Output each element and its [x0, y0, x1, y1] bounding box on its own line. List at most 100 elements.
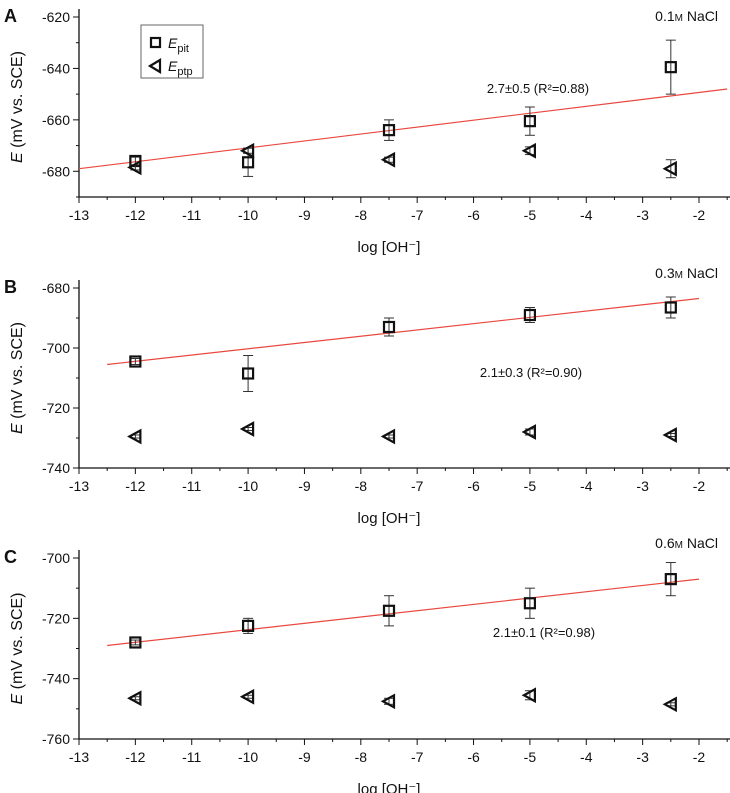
- legend-label: Epit: [168, 35, 189, 55]
- x-tick-label: -6: [467, 749, 480, 765]
- panel-b: -13 -12 -11 -10 -9 -8 -7 -6 -5 -4 -3 -2 -740 -720 -700…: [4, 265, 730, 527]
- x-tick-label: -8: [355, 478, 368, 494]
- x-tick-label: -2: [693, 749, 706, 765]
- condition-conc: 0.6: [655, 535, 675, 551]
- data-point-square: [664, 301, 677, 314]
- x-tick-label: -13: [69, 478, 89, 494]
- data-point-triangle: [662, 160, 677, 177]
- fit-label: 2.7±0.5 (R²=0.88): [487, 81, 589, 96]
- data-point-square: [664, 61, 677, 74]
- data-point-square: [129, 355, 142, 368]
- legend-label-symbol: E: [168, 58, 178, 74]
- panel-label: C: [4, 547, 17, 567]
- data-point-triangle: [239, 142, 255, 159]
- data-point-triangle: [521, 142, 537, 159]
- x-tick-label: -2: [693, 478, 706, 494]
- series-eptp: [127, 687, 677, 713]
- legend-label-sub: pit: [177, 43, 189, 55]
- x-tick-label: -4: [580, 207, 593, 223]
- fit-label: 2.1±0.3 (R²=0.90): [480, 365, 582, 380]
- x-tick-label: -7: [411, 749, 424, 765]
- x-axis-label: log [OH⁻]: [358, 781, 421, 793]
- x-tick-label: -3: [636, 749, 649, 765]
- y-tick-label: -760: [42, 731, 70, 747]
- y-tick-label: -660: [42, 112, 70, 128]
- x-tick-label: -8: [355, 207, 368, 223]
- data-point-triangle: [380, 151, 396, 168]
- y-axis-label: E (mV vs. SCE): [9, 592, 26, 704]
- data-point-square: [664, 573, 677, 586]
- x-tick-label: -4: [580, 478, 593, 494]
- data-point-triangle: [127, 428, 142, 445]
- condition-label: 0.6M NaCl: [655, 535, 718, 551]
- x-tick-label: -9: [298, 207, 311, 223]
- data-point-square: [241, 619, 255, 632]
- x-tick-label: -2: [693, 207, 706, 223]
- x-tick-label: -10: [238, 478, 258, 494]
- panel-c: -13 -12 -11 -10 -9 -8 -7 -6 -5 -4 -3 -2 -760 -740 -720…: [4, 535, 730, 793]
- condition-conc: 0.3: [655, 265, 675, 281]
- legend-label: Eptp: [168, 58, 193, 78]
- y-tick-label: -640: [42, 60, 70, 76]
- y-tick-label: -680: [42, 163, 70, 179]
- legend-label-symbol: E: [168, 35, 178, 51]
- x-tick-label: -13: [69, 207, 89, 223]
- data-point-square: [523, 597, 537, 610]
- data-point-triangle: [380, 428, 396, 445]
- x-tick-label: -10: [238, 749, 258, 765]
- y-axis-label: E (mV vs. SCE): [9, 322, 26, 434]
- condition-salt: NaCl: [683, 535, 718, 551]
- x-tick-label: -11: [182, 207, 201, 223]
- y-tick-label: -700: [42, 340, 70, 356]
- series-epit: [129, 562, 677, 649]
- series-eptp: [127, 142, 677, 179]
- x-tick-label: -6: [467, 478, 480, 494]
- legend-marker-triangle: [147, 58, 162, 74]
- data-point-square: [523, 115, 537, 128]
- x-tick-label: -7: [411, 478, 424, 494]
- fit-line: [78, 88, 728, 170]
- data-point-triangle: [127, 159, 142, 176]
- x-tick-label: -4: [580, 749, 593, 765]
- data-point-triangle: [662, 696, 677, 713]
- x-tick-label: -9: [298, 478, 311, 494]
- legend-label-sub: ptp: [177, 66, 192, 78]
- x-tick-label: -5: [524, 478, 537, 494]
- y-axis-label-symbol: E: [9, 152, 26, 163]
- data-point-square: [523, 308, 537, 322]
- x-tick-label: -10: [238, 207, 258, 223]
- condition-unit: M: [675, 13, 683, 24]
- data-point-square: [129, 636, 142, 649]
- x-tick-label: -5: [524, 207, 537, 223]
- fit-line: [107, 297, 700, 366]
- y-axis-label-symbol: E: [9, 694, 26, 705]
- series-eptp: [127, 421, 677, 445]
- x-tick-label: -9: [298, 749, 311, 765]
- condition-salt: NaCl: [683, 8, 718, 24]
- condition-unit: M: [675, 270, 683, 281]
- condition-salt: NaCl: [683, 265, 718, 281]
- fit-label: 2.1±0.1 (R²=0.98): [493, 625, 595, 640]
- legend-box: [140, 24, 204, 79]
- x-tick-label: -11: [182, 749, 201, 765]
- fit-line: [107, 578, 700, 647]
- data-point-triangle: [239, 688, 255, 705]
- legend-marker-square: [149, 36, 162, 49]
- data-point-triangle: [521, 424, 537, 440]
- x-tick-label: -13: [69, 749, 89, 765]
- x-axis-label: log [OH⁻]: [358, 510, 421, 527]
- data-point-square: [241, 367, 255, 380]
- x-tick-label: -6: [467, 207, 480, 223]
- panel-a: -13 -12 -11 -10 -9 -8 -7 -6 -5 -4 -3 -2 -680 -660 -640…: [4, 6, 730, 256]
- y-tick-label: -720: [42, 610, 70, 626]
- x-tick-label: -12: [125, 207, 145, 223]
- x-tick-label: -11: [182, 478, 201, 494]
- condition-label: 0.3M NaCl: [655, 265, 718, 281]
- data-point-triangle: [127, 690, 142, 707]
- x-tick-label: -5: [524, 749, 537, 765]
- y-tick-label: -700: [42, 550, 70, 566]
- y-tick-label: -740: [42, 671, 70, 687]
- condition-conc: 0.1: [655, 8, 675, 24]
